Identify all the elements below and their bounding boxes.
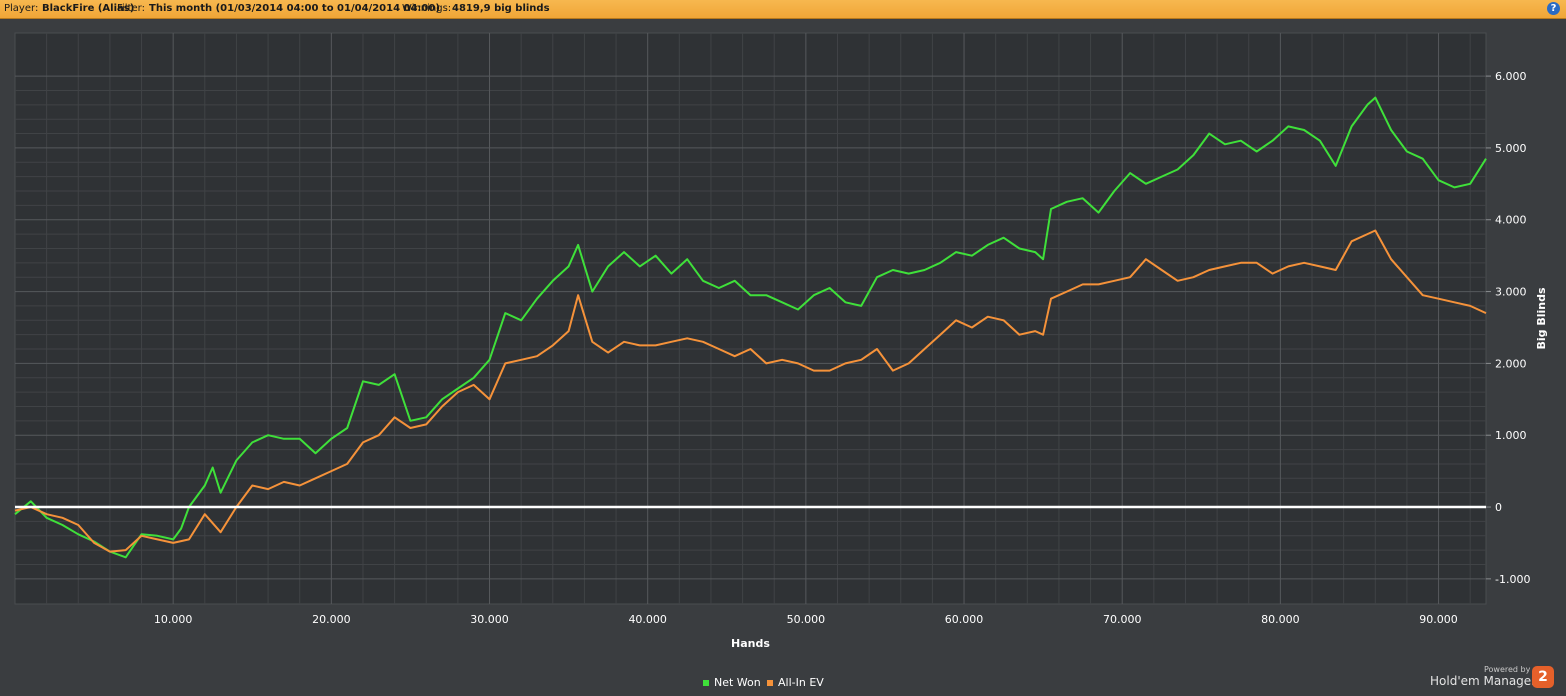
y-tick-label: 2.000 <box>1495 357 1527 370</box>
y-tick-label: 3.000 <box>1495 286 1527 299</box>
x-tick-label: 60.000 <box>945 613 984 626</box>
player-value: BlackFire (Alias) <box>42 3 135 14</box>
x-tick-label: 30.000 <box>470 613 509 626</box>
winnings-chart: 10.000 20.000 30.000 40.000 50.000 60.000 70.0… <box>14 32 1548 650</box>
x-tick-label: 80.000 <box>1261 613 1300 626</box>
all-in-ev-swatch-icon <box>767 680 773 686</box>
y-tick-label: 5.000 <box>1495 142 1527 155</box>
legend-label: All-In EV <box>778 676 824 689</box>
header-bar: Player: BlackFire (Alias) Filter: This m… <box>0 0 1566 19</box>
filter-label: Filter: <box>117 3 145 14</box>
powered-by-text: Powered by <box>1484 665 1531 674</box>
help-icon[interactable]: ? <box>1547 2 1560 15</box>
y-tick-label: 0 <box>1495 501 1502 514</box>
winnings-label: Winnings: <box>402 3 452 14</box>
x-tick-label: 50.000 <box>787 613 826 626</box>
series-line-all-in-ev <box>14 229 1487 553</box>
holdem-manager-logo-icon: 2 <box>1532 666 1554 688</box>
x-tick-label: 10.000 <box>154 613 193 626</box>
x-tick-label: 90.000 <box>1419 613 1458 626</box>
x-axis-title: Hands <box>731 637 770 650</box>
y-tick-label: 4.000 <box>1495 214 1527 227</box>
winnings-value: 4819,9 big blinds <box>452 3 550 14</box>
y-tick-label: 1.000 <box>1495 429 1527 442</box>
filter-value: This month (01/03/2014 04:00 to 01/04/20… <box>149 3 440 14</box>
net-won-swatch-icon <box>703 680 709 686</box>
y-tick-label: -1.000 <box>1495 573 1530 586</box>
brand-name: Hold'em Manager <box>1430 674 1537 688</box>
y-axis-title: Big Blinds <box>1535 287 1548 349</box>
player-label: Player: <box>4 3 39 14</box>
legend-label: Net Won <box>714 676 761 689</box>
x-tick-label: 70.000 <box>1103 613 1142 626</box>
series-line-net-won <box>14 96 1487 559</box>
x-tick-label: 20.000 <box>312 613 351 626</box>
plot-area <box>14 32 1487 605</box>
x-tick-label: 40.000 <box>628 613 667 626</box>
y-tick-label: 6.000 <box>1495 70 1527 83</box>
